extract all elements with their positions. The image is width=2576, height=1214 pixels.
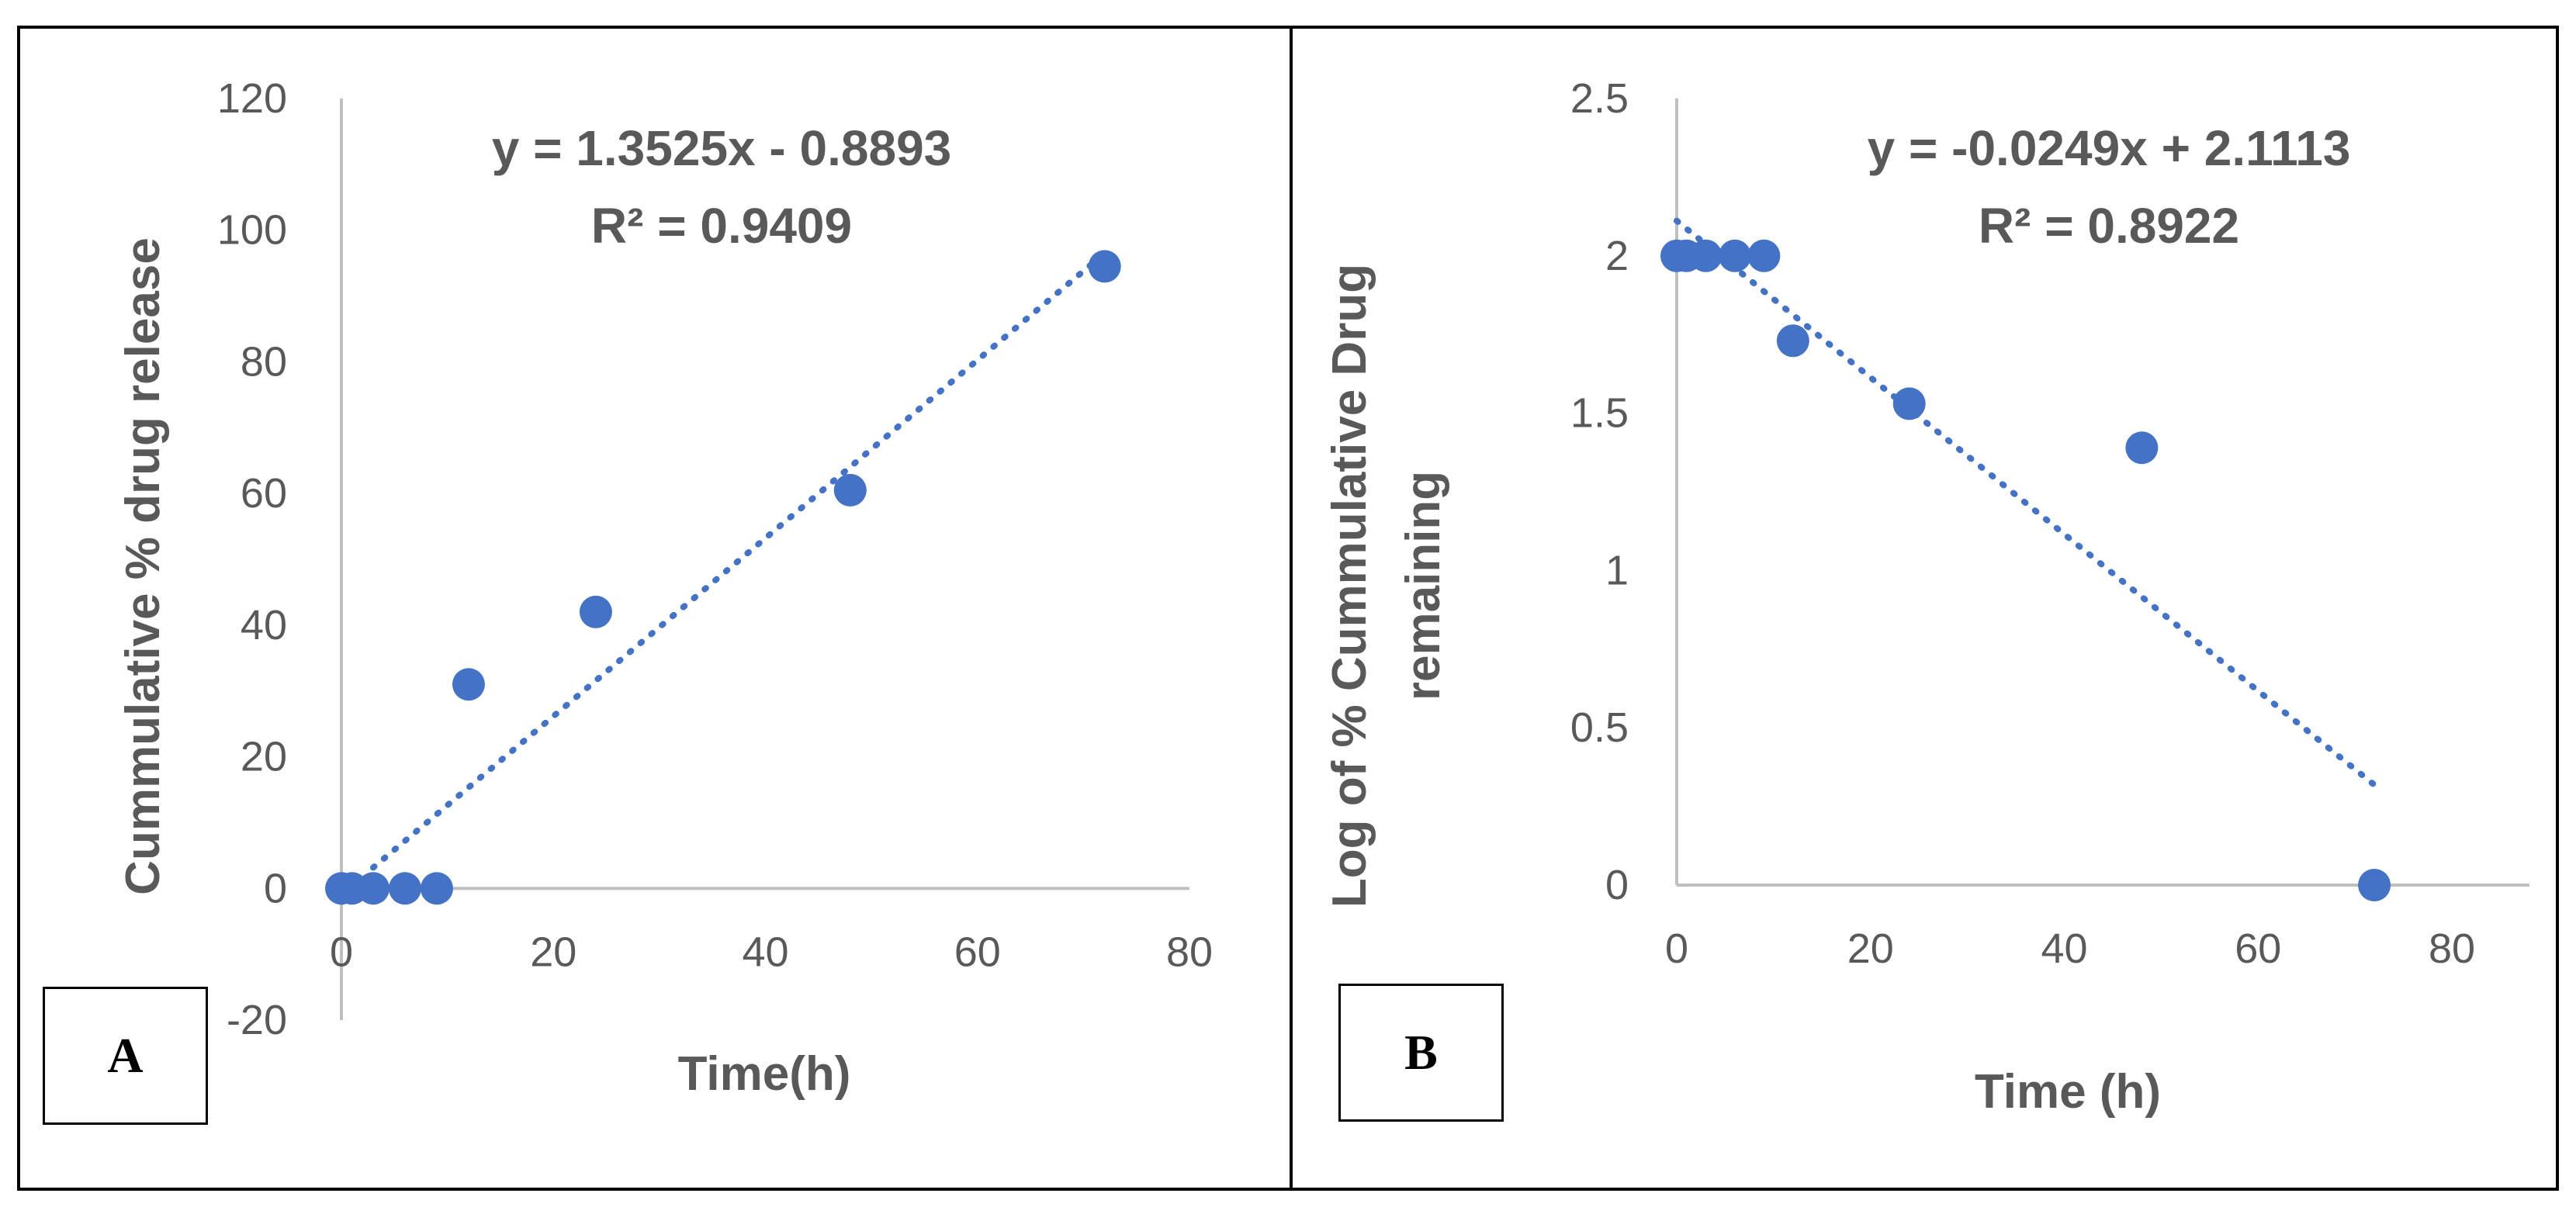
y-tick-label: -20 (227, 997, 287, 1043)
y-tick-label: 0 (264, 865, 287, 911)
data-point (1892, 387, 1926, 420)
r-squared-label: R² = 0.9409 (591, 198, 852, 254)
y-tick-label: 20 (241, 734, 287, 780)
panel-divider (1290, 26, 1293, 1191)
y-tick-label: 2.5 (1570, 75, 1629, 122)
x-tick-label: 20 (1847, 925, 1894, 972)
data-point (1088, 250, 1121, 283)
data-point (1718, 239, 1751, 272)
x-tick-label: 0 (330, 929, 353, 975)
x-axis-title: Time (h) (1975, 1065, 2161, 1119)
y-axis-title-line: remaining (1397, 471, 1450, 700)
chart-b: 0 0.5 1 1.5 2 2.5 0 20 40 60 80 y = -0.0249x + 2.11… (1323, 75, 2529, 1119)
data-point (388, 872, 421, 905)
y-tick-label: 0 (1605, 862, 1629, 908)
r-squared-label: R² = 0.8922 (1979, 198, 2239, 254)
outer-frame (17, 26, 2559, 1191)
data-point (452, 668, 485, 701)
trendline (369, 250, 1108, 871)
panel-label-b: B (1338, 984, 1504, 1122)
panel-label-a: A (43, 987, 208, 1125)
data-point (833, 473, 867, 507)
data-point (1689, 239, 1723, 272)
x-tick-label: 60 (2235, 925, 2281, 972)
y-tick-label: 1.5 (1570, 390, 1629, 437)
y-axis-title-line: Log of % Cummulative Drug (1323, 264, 1376, 908)
x-tick-label: 40 (742, 929, 788, 975)
y-tick-label: 100 (217, 207, 287, 254)
x-tick-label: 60 (954, 929, 1001, 975)
trendline (1674, 217, 2378, 788)
y-tick-label: 40 (241, 602, 287, 649)
data-point (579, 595, 612, 628)
trendline-equation: y = 1.3525x - 0.8893 (492, 120, 952, 176)
y-tick-label: 2 (1605, 233, 1629, 279)
y-tick-label: 60 (241, 470, 287, 517)
y-tick-label: 1 (1605, 547, 1629, 593)
y-tick-label: 120 (217, 75, 287, 122)
x-tick-label: 80 (1166, 929, 1213, 975)
data-point (2358, 869, 2391, 901)
chart-a: -20 0 20 40 60 80 100 120 0 20 40 60 80 y = 1.3525x -… (116, 75, 1213, 1101)
x-tick-label: 20 (530, 929, 576, 975)
data-point (2125, 431, 2159, 465)
y-tick-label: 80 (241, 338, 287, 385)
data-point (356, 872, 390, 905)
x-axis-title: Time(h) (678, 1047, 851, 1101)
y-axis-title: Cummulative % drug release (116, 237, 170, 895)
data-point (420, 872, 453, 905)
x-tick-label: 40 (2041, 925, 2087, 972)
y-tick-label: 0.5 (1570, 704, 1629, 751)
x-tick-label: 80 (2429, 925, 2475, 972)
data-point (1776, 324, 1809, 358)
data-point (1747, 239, 1781, 272)
trendline-equation: y = -0.0249x + 2.1113 (1868, 120, 2351, 176)
x-tick-label: 0 (1665, 925, 1688, 972)
